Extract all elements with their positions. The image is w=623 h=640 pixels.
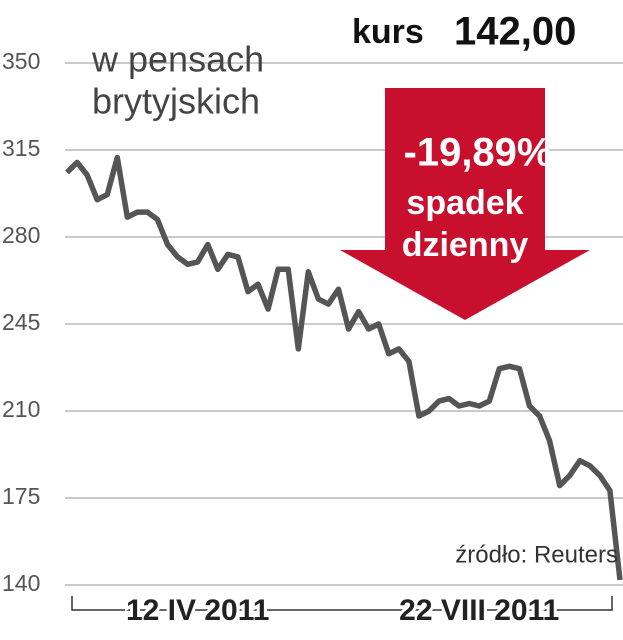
x-axis (71, 596, 613, 611)
y-tick-label: 245 (2, 309, 40, 335)
change-text: dzienny (402, 226, 529, 264)
unit-label: w pensach (91, 39, 264, 80)
unit-label: brytyjskich (92, 81, 260, 122)
change-arrow (340, 88, 590, 320)
y-tick-label: 350 (2, 48, 40, 74)
change-text: spadek (406, 184, 523, 222)
x-tick-label: 12 IV 2011 (126, 594, 269, 627)
y-tick-label: 280 (2, 222, 40, 248)
y-tick-label: 140 (2, 570, 40, 596)
change-label: -19,89% (404, 131, 553, 175)
y-tick-label: 210 (2, 396, 40, 422)
y-tick-label: 315 (2, 135, 40, 161)
price-line (65, 154, 623, 581)
y-tick-label: 175 (2, 483, 40, 509)
price-value: 142,00 (454, 10, 576, 54)
source: źródło: Reuters (455, 541, 618, 568)
x-tick-label: 22 VIII 2011 (399, 594, 559, 627)
price-label: kurs (352, 13, 424, 51)
